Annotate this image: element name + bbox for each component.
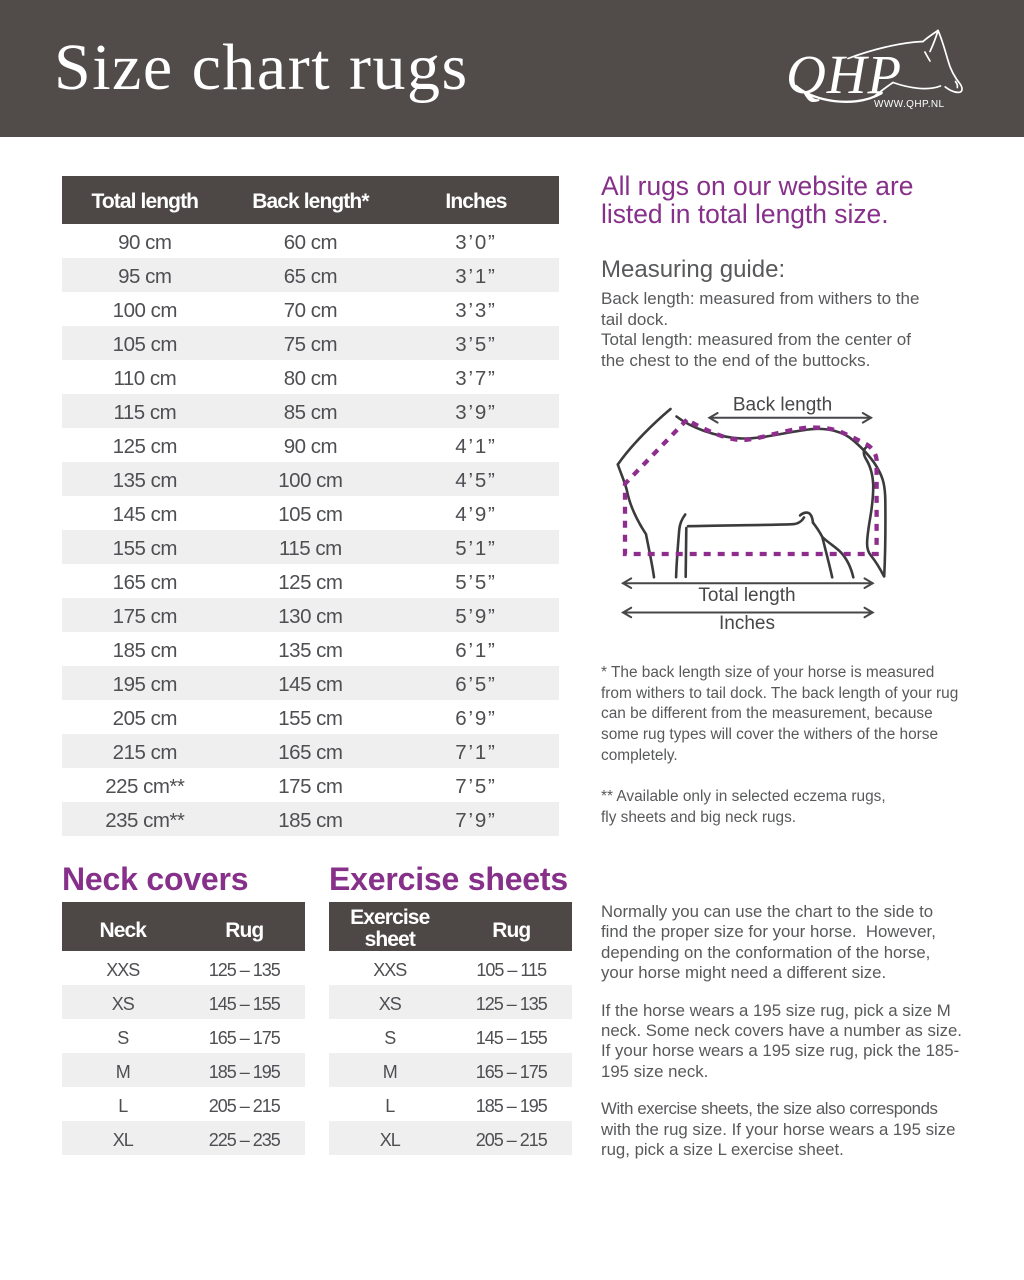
svg-text:Inches: Inches bbox=[719, 613, 775, 634]
svg-text:Total length: Total length bbox=[698, 585, 795, 606]
svg-text:Back length: Back length bbox=[733, 395, 832, 416]
svg-text:QHP: QHP bbox=[786, 44, 902, 105]
svg-text:WWW.QHP.NL: WWW.QHP.NL bbox=[874, 99, 945, 110]
